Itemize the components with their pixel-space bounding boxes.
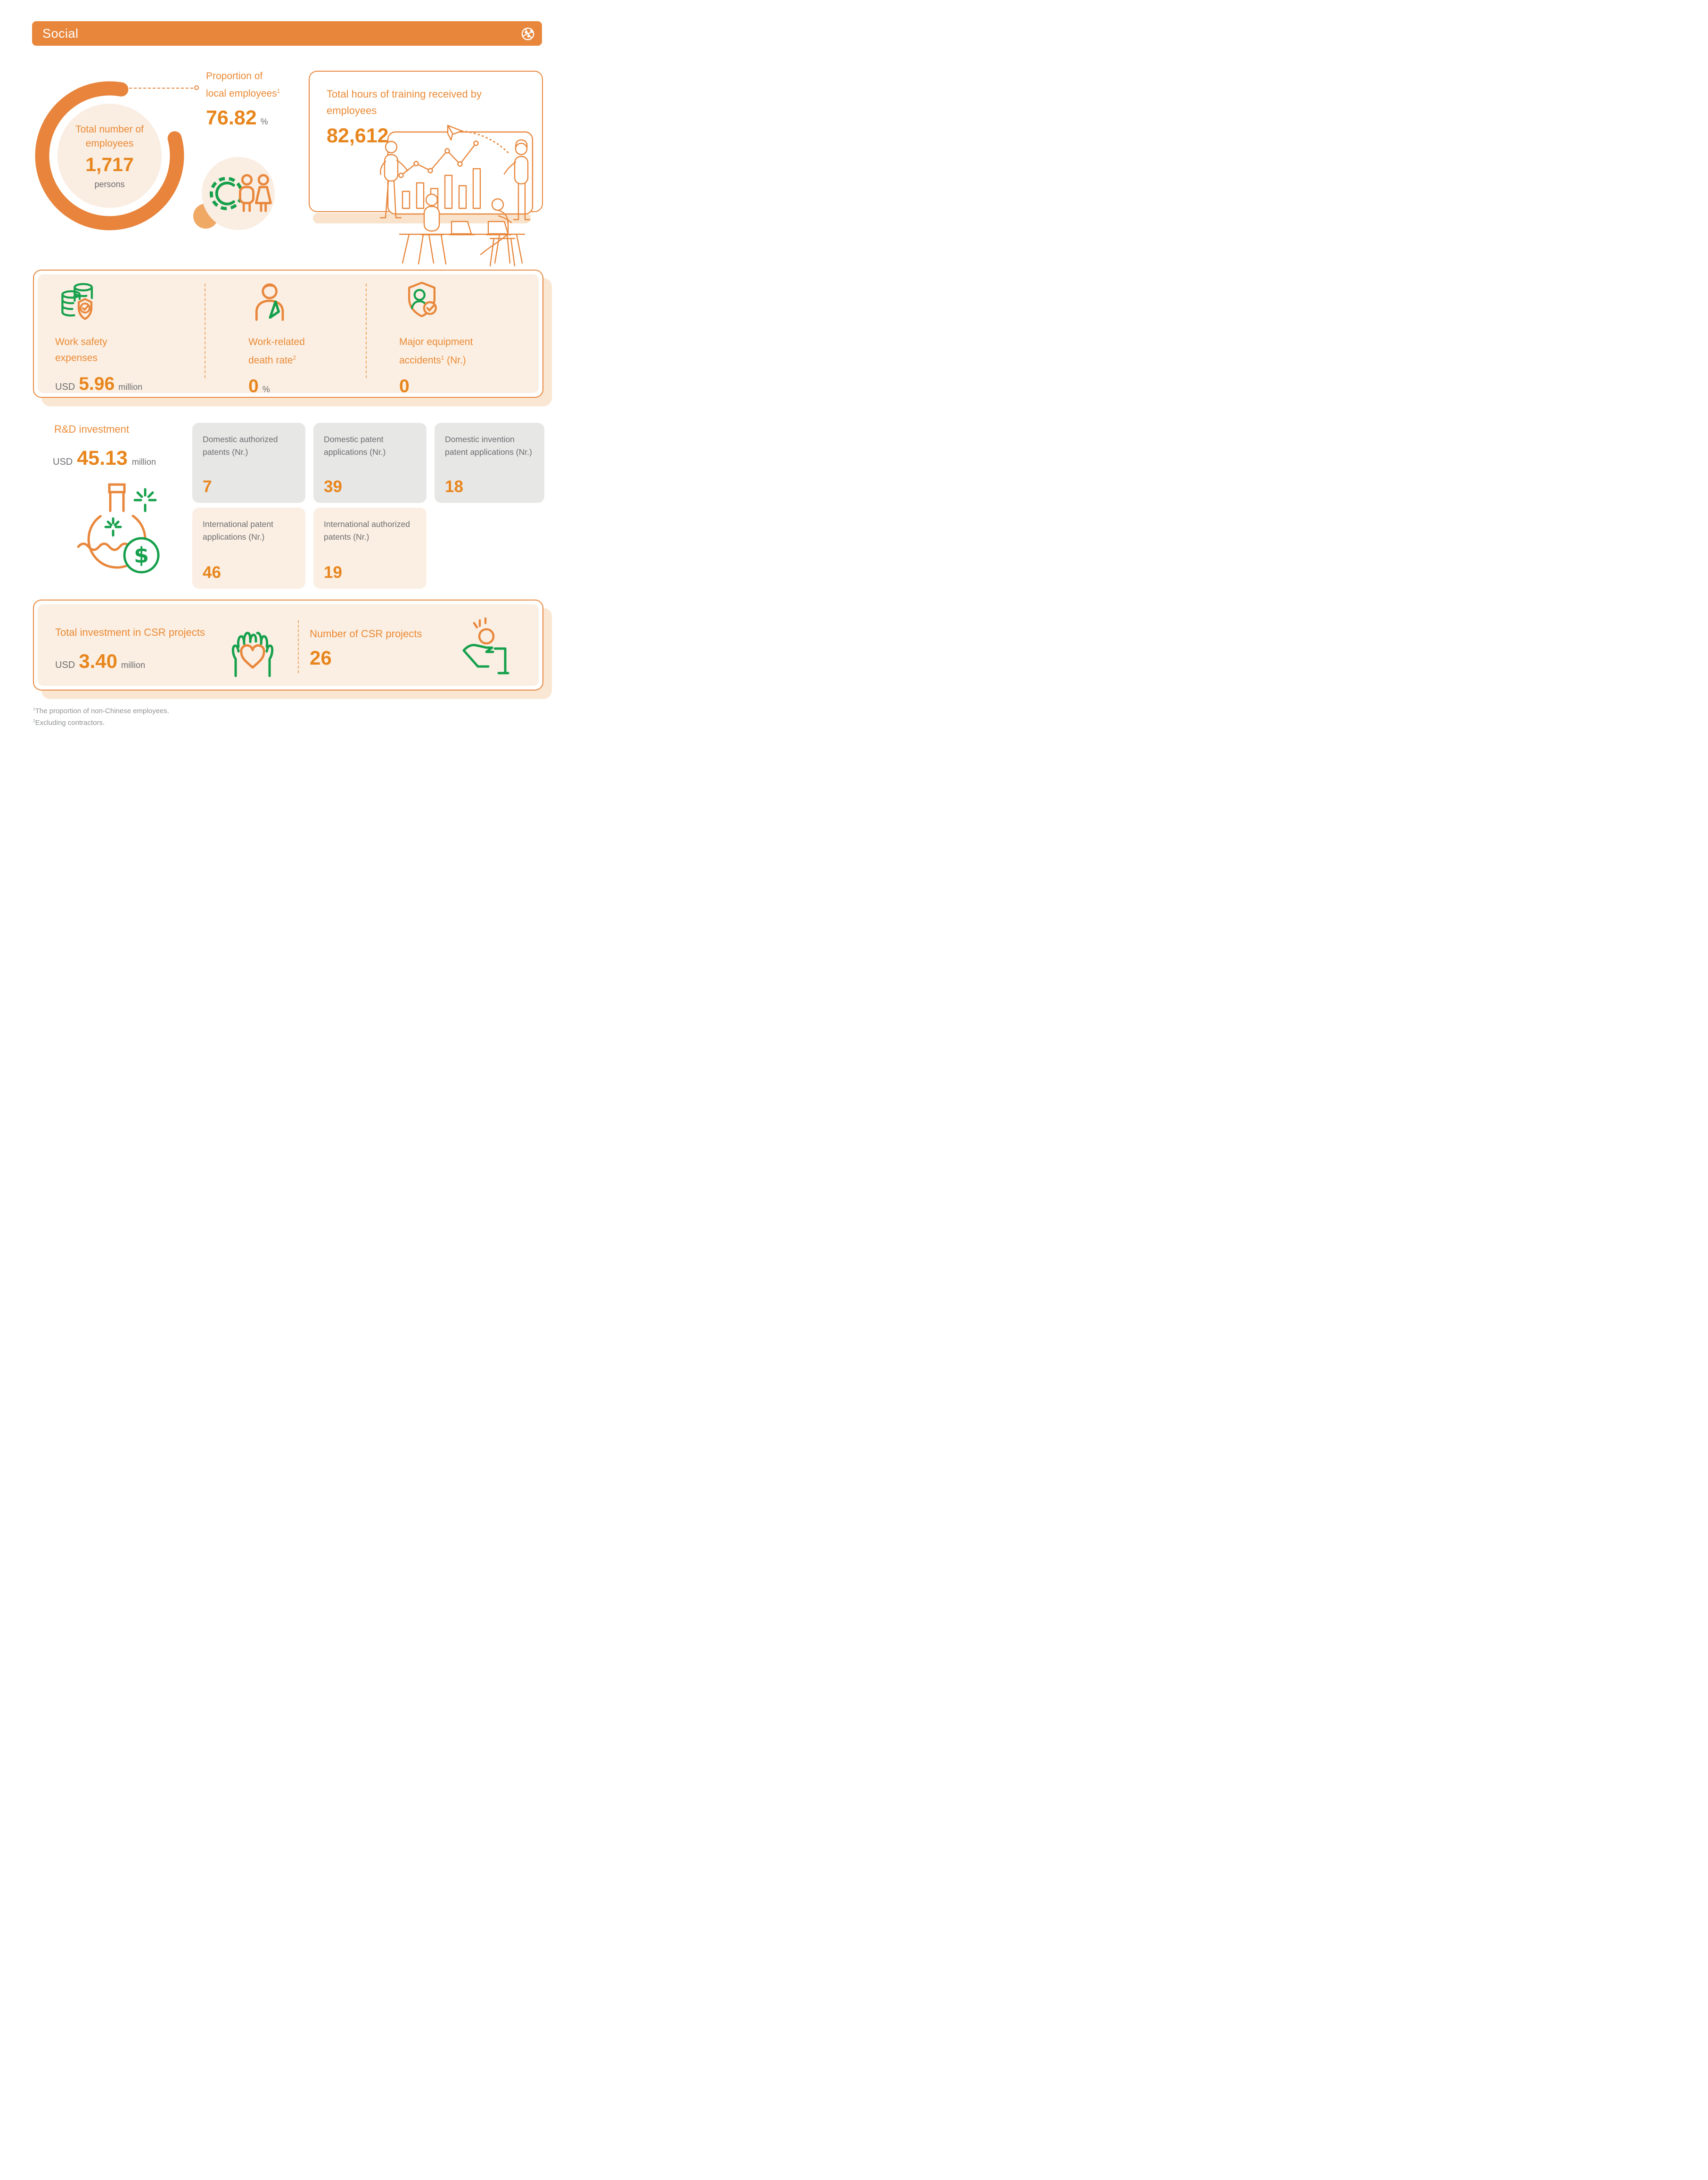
rnd-title: R&D investment: [54, 423, 129, 435]
training-illustration: [313, 124, 534, 267]
patent-card-intl-applications: International patent applications (Nr.) …: [192, 508, 305, 589]
equipment-accidents-item: Major equipment accidents1 (Nr.) 0: [399, 280, 473, 397]
infographic-page: Social Total number of employees 1,717 p…: [0, 0, 569, 727]
flask-dollar-icon: $: [77, 483, 160, 574]
divider: [366, 284, 367, 378]
safety-panel-fill: [38, 274, 539, 393]
connector-endpoint: [194, 85, 199, 90]
csr-investment-label: Total investment in CSR projects: [55, 626, 205, 638]
patent-card-domestic-applications: Domestic patent applications (Nr.) 39: [313, 423, 427, 503]
work-safety-expenses-item: Work safety expenses USD 5.96 million: [55, 280, 142, 395]
csr-investment-value: USD 3.40 million: [55, 650, 145, 672]
footnote-2: 2Excluding contractors.: [33, 719, 105, 727]
local-employees-label: Proportion of local employees1: [206, 71, 280, 99]
coins-shield-icon: [61, 283, 93, 320]
paper-plane-icon: [447, 124, 463, 141]
footnote-1: 1The proportion of non-Chinese employees…: [33, 707, 169, 715]
hand-ball-icon: [462, 617, 509, 675]
employees-total-value: 1,717: [85, 153, 134, 175]
rnd-value: USD 45.13 million: [53, 447, 156, 469]
employees-total-label: Total number of employees: [75, 123, 144, 149]
percent-unit: %: [260, 117, 268, 126]
employees-donut-ring: [35, 81, 184, 230]
injured-person-icon: [255, 283, 284, 321]
employees-total-card: Total number of employees 1,717 persons: [57, 104, 162, 208]
patent-card-intl-authorized: International authorized patents (Nr.) 1…: [313, 508, 427, 589]
safety-panel: Work safety expenses USD 5.96 million: [33, 270, 543, 398]
globe-icon: [521, 27, 534, 41]
page-title: Social: [42, 26, 79, 41]
shield-person-icon: [408, 281, 437, 317]
connector-line: [124, 88, 193, 89]
local-employees-value: 76.82 %: [206, 107, 268, 129]
persons-unit: persons: [94, 179, 125, 189]
header-bar: Social: [32, 21, 542, 46]
gear-people-icon: [209, 174, 272, 212]
csr-projects-label: Number of CSR projects: [310, 628, 422, 640]
death-rate-item: Work-related death rate2 0 %: [248, 280, 305, 397]
csr-panel: Total investment in CSR projects USD 3.4…: [33, 600, 543, 691]
training-label: Total hours of training received by empl…: [327, 88, 482, 116]
divider: [298, 620, 299, 673]
svg-text:$: $: [134, 543, 149, 568]
patent-card-domestic-invention: Domestic invention patent applications (…: [435, 423, 544, 503]
csr-projects-value: 26: [310, 647, 332, 669]
csr-panel-fill: [38, 604, 539, 686]
patent-card-domestic-authorized: Domestic authorized patents (Nr.) 7: [192, 423, 305, 503]
hands-heart-icon: [231, 632, 274, 677]
